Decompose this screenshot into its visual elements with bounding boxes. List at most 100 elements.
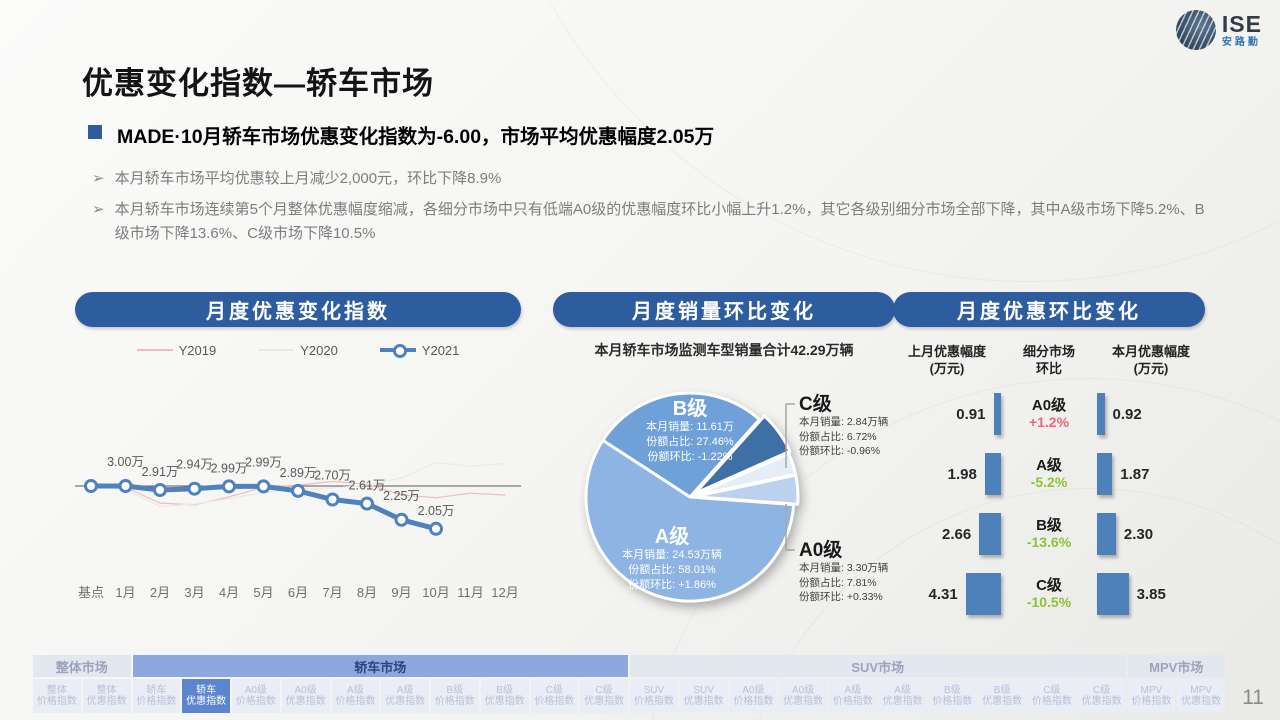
nav-tab-A0级-价格指数[interactable]: A0级 价格指数 xyxy=(232,679,280,713)
nav-tab-B级-优惠指数[interactable]: B级 优惠指数 xyxy=(480,679,529,713)
svg-text:基点: 基点 xyxy=(78,585,104,600)
svg-text:5月: 5月 xyxy=(253,585,273,600)
panel-discount-mom-title: 月度优惠环比变化 xyxy=(893,292,1205,327)
company-logo: ISE 安路勤 xyxy=(1175,10,1262,50)
curr-bar xyxy=(1097,453,1113,495)
panel-discount-mom: 月度优惠环比变化 上月优惠幅度 (万元) 细分市场 环比 本月优惠幅度 (万元) 0.… xyxy=(893,292,1205,633)
nav-tab-A0级-价格指数[interactable]: A0级 价格指数 xyxy=(729,679,778,713)
nav-tab-A级-价格指数[interactable]: A级 价格指数 xyxy=(331,679,380,713)
sub-bullet-1: ➢ 本月轿车市场平均优惠较上月减少2,000元，环比下降8.9% xyxy=(92,167,501,191)
headline-text: MADE·10月轿车市场优惠变化指数为-6.00，市场平均优惠幅度2.05万 xyxy=(117,126,714,148)
nav-tab-C级-价格指数[interactable]: C级 价格指数 xyxy=(530,679,579,713)
svg-text:6月: 6月 xyxy=(288,585,308,600)
market-group-row: 整体市场 轿车市场 SUV市场 MPV市场 xyxy=(33,655,1225,677)
prev-bar xyxy=(979,513,1001,555)
nav-tab-C级-优惠指数[interactable]: C级 优惠指数 xyxy=(580,679,628,713)
prev-value: 0.91 xyxy=(956,405,986,423)
prev-bar xyxy=(965,573,1001,615)
slice-name: C级 xyxy=(799,394,832,415)
curr-bar xyxy=(1097,573,1129,615)
nav-tab-A0级-优惠指数[interactable]: A0级 优惠指数 xyxy=(281,679,330,713)
nav-tab-A级-优惠指数[interactable]: A级 优惠指数 xyxy=(878,679,927,713)
panel-sales-share-title: 月度销量环比变化 xyxy=(553,292,895,327)
prev-value: 2.66 xyxy=(942,525,972,543)
segment-label: C级 xyxy=(1036,577,1062,594)
prev-bar xyxy=(984,453,1001,495)
segment-label: A级 xyxy=(1036,457,1062,474)
pie-label-b-class: B级 本月销量: 11.61万 份额占比: 27.46% 份额环比: -1.22… xyxy=(595,398,785,465)
svg-text:10月: 10月 xyxy=(422,585,449,600)
legend-label-y2021: Y2021 xyxy=(421,342,460,358)
change-percent: -5.2% xyxy=(1030,474,1068,490)
arrow-bullet-icon: ➢ xyxy=(92,201,105,218)
legend-swatch-y2020 xyxy=(258,349,295,351)
mom-rows: 0.91 A0级 +1.2% 0.92 1.98 A级 -5.2% 1.87 2.66 B级 -13… xyxy=(893,393,1205,615)
nav-tab-轿车-价格指数[interactable]: 轿车 价格指数 xyxy=(132,679,181,713)
curr-bar xyxy=(1097,393,1105,435)
index-tab-row: 整体 价格指数 整体 优惠指数 轿车 价格指数 轿车 优惠指数 A0级 价格指数 A0级 优惠指数 A级… xyxy=(33,679,1225,713)
mom-row-B级: 2.66 B级 -13.6% 2.30 xyxy=(893,513,1205,555)
nav-tab-整体-优惠指数[interactable]: 整体 优惠指数 xyxy=(82,679,131,713)
slice-name: B级 xyxy=(672,398,708,420)
svg-text:2.25万: 2.25万 xyxy=(383,489,420,503)
headline: MADE·10月轿车市场优惠变化指数为-6.00，市场平均优惠幅度2.05万 xyxy=(88,120,714,149)
legend-label-y2020: Y2020 xyxy=(300,342,338,358)
curr-value: 2.30 xyxy=(1123,525,1154,543)
segment-label: B级 xyxy=(1036,517,1062,534)
prev-value: 4.31 xyxy=(928,585,958,603)
market-group-整体市场[interactable]: 整体市场 xyxy=(33,655,131,677)
discount-index-line-chart: 3.00万2.91万2.94万2.99万2.99万2.89万2.70万2.61万… xyxy=(75,455,521,600)
nav-tab-SUV-优惠指数[interactable]: SUV 优惠指数 xyxy=(679,679,728,713)
legend-item-y2020: Y2020 xyxy=(258,343,338,358)
nav-tab-轿车-优惠指数[interactable]: 轿车 优惠指数 xyxy=(182,679,230,713)
nav-tab-B级-优惠指数[interactable]: B级 优惠指数 xyxy=(978,679,1026,713)
svg-text:1月: 1月 xyxy=(115,585,135,600)
nav-tab-SUV-价格指数[interactable]: SUV 价格指数 xyxy=(630,679,678,713)
nav-tab-C级-优惠指数[interactable]: C级 优惠指数 xyxy=(1077,679,1126,713)
legend-item-y2019: Y2019 xyxy=(136,342,217,358)
market-group-MPV市场[interactable]: MPV市场 xyxy=(1127,655,1225,677)
legend-label-y2019: Y2019 xyxy=(178,342,217,358)
svg-text:2.99万: 2.99万 xyxy=(245,455,282,469)
col-prev-header: 上月优惠幅度 (万元) xyxy=(907,344,986,376)
panel-discount-index-title: 月度优惠变化指数 xyxy=(75,292,521,327)
nav-tab-B级-价格指数[interactable]: B级 价格指数 xyxy=(928,679,977,713)
nav-tab-B级-价格指数[interactable]: B级 价格指数 xyxy=(431,679,479,713)
slice-name: A0级 xyxy=(799,540,843,561)
change-percent: -10.5% xyxy=(1026,594,1072,610)
nav-tab-C级-价格指数[interactable]: C级 价格指数 xyxy=(1028,679,1076,713)
curr-value: 0.92 xyxy=(1112,405,1142,423)
pie-slice-B级 xyxy=(601,391,761,499)
svg-text:2.99万: 2.99万 xyxy=(211,461,248,475)
svg-text:2.70万: 2.70万 xyxy=(314,469,351,483)
pie-callout-a0-class: A0级 本月销量: 3.30万辆 份额占比: 7.81% 份额环比: +0.33… xyxy=(799,540,895,605)
legend-item-y2021: Y2021 xyxy=(379,342,460,358)
slice-name: A级 xyxy=(654,526,690,548)
market-group-轿车市场[interactable]: 轿车市场 xyxy=(132,655,628,677)
logo-subtext: 安路勤 xyxy=(1221,36,1261,48)
footer-navigation: 整体市场 轿车市场 SUV市场 MPV市场 整体 价格指数 整体 优惠指数 轿车 价格指数 轿车优… xyxy=(33,655,1225,713)
col-segment-header: 细分市场 环比 xyxy=(1022,344,1075,376)
line-chart-legend: Y2019 Y2020 Y2021 xyxy=(75,340,521,360)
svg-text:4月: 4月 xyxy=(219,585,239,600)
svg-text:2月: 2月 xyxy=(150,585,170,600)
svg-text:2.94万: 2.94万 xyxy=(176,458,213,472)
pie-callout-c-class: C级 本月销量: 2.84万辆 份额占比: 6.72% 份额环比: -0.96% xyxy=(799,394,895,459)
market-group-SUV市场[interactable]: SUV市场 xyxy=(630,655,1126,677)
legend-marker-y2021 xyxy=(392,344,407,358)
svg-text:12月: 12月 xyxy=(491,585,518,600)
nav-tab-MPV-价格指数[interactable]: MPV 价格指数 xyxy=(1127,679,1176,713)
nav-tab-A级-价格指数[interactable]: A级 价格指数 xyxy=(829,679,877,713)
pie-slice-A0级 xyxy=(692,473,800,506)
svg-text:2.05万: 2.05万 xyxy=(418,504,455,518)
nav-tab-MPV-优惠指数[interactable]: MPV 优惠指数 xyxy=(1177,679,1225,713)
nav-tab-整体-价格指数[interactable]: 整体 价格指数 xyxy=(33,679,81,713)
logo-text: ISE xyxy=(1221,10,1262,37)
change-percent: -13.6% xyxy=(1026,534,1072,550)
nav-tab-A0级-优惠指数[interactable]: A0级 优惠指数 xyxy=(779,679,827,713)
svg-text:11月: 11月 xyxy=(457,585,484,600)
curr-bar xyxy=(1097,513,1116,555)
nav-tab-A级-优惠指数[interactable]: A级 优惠指数 xyxy=(381,679,429,713)
prev-value: 1.98 xyxy=(947,465,977,483)
